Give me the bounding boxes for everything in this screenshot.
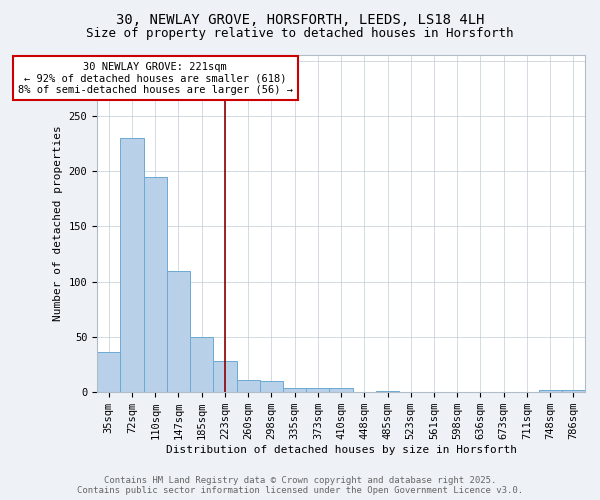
- Bar: [236, 380, 260, 392]
- Bar: [562, 390, 585, 392]
- Bar: [143, 176, 167, 392]
- Y-axis label: Number of detached properties: Number of detached properties: [53, 126, 63, 322]
- Bar: [167, 270, 190, 392]
- Bar: [121, 138, 143, 392]
- Bar: [306, 388, 329, 392]
- Text: Size of property relative to detached houses in Horsforth: Size of property relative to detached ho…: [86, 28, 514, 40]
- Text: Contains HM Land Registry data © Crown copyright and database right 2025.
Contai: Contains HM Land Registry data © Crown c…: [77, 476, 523, 495]
- Bar: [329, 388, 353, 392]
- Bar: [97, 352, 121, 392]
- Text: 30 NEWLAY GROVE: 221sqm
← 92% of detached houses are smaller (618)
8% of semi-de: 30 NEWLAY GROVE: 221sqm ← 92% of detache…: [18, 62, 293, 95]
- X-axis label: Distribution of detached houses by size in Horsforth: Distribution of detached houses by size …: [166, 445, 517, 455]
- Text: 30, NEWLAY GROVE, HORSFORTH, LEEDS, LS18 4LH: 30, NEWLAY GROVE, HORSFORTH, LEEDS, LS18…: [116, 12, 484, 26]
- Bar: [376, 391, 399, 392]
- Bar: [260, 381, 283, 392]
- Bar: [213, 362, 236, 392]
- Bar: [539, 390, 562, 392]
- Bar: [190, 337, 213, 392]
- Bar: [283, 388, 306, 392]
